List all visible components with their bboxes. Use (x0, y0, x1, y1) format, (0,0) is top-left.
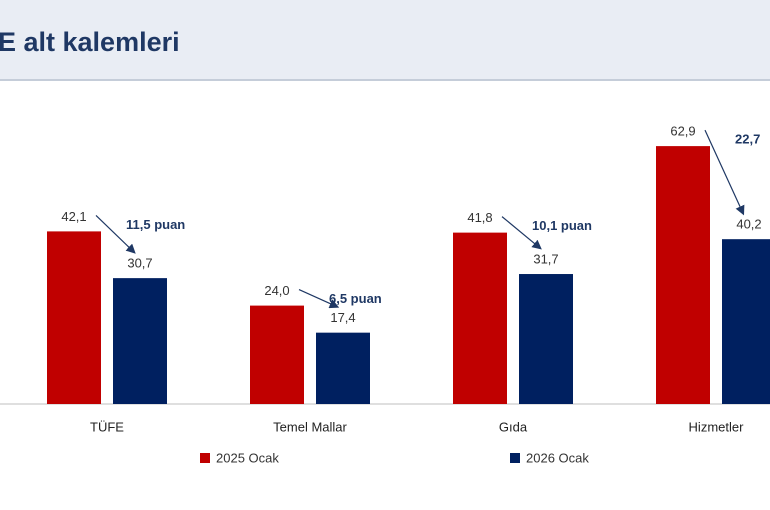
value-label: 30,7 (127, 256, 152, 271)
annotation: 10,1 puan (532, 218, 592, 233)
value-label: 24,0 (264, 283, 289, 298)
annotation: 6,5 puan (329, 291, 382, 306)
value-label: 62,9 (670, 124, 695, 139)
bar (113, 278, 167, 404)
annotation-arrow (704, 129, 745, 216)
bar (656, 146, 710, 405)
x-tick-label: Gıda (499, 419, 528, 434)
chart-title: E alt kalemleri (0, 27, 180, 57)
title-band (0, 0, 770, 80)
bar (250, 305, 304, 404)
annotation-arrow (95, 214, 136, 254)
x-tick-label: Temel Mallar (273, 419, 347, 434)
annotation: 22,7 (735, 132, 760, 147)
bar (316, 332, 370, 404)
value-label: 17,4 (330, 310, 355, 325)
annotation: 11,5 puan (126, 217, 185, 232)
annotation-arrow (298, 289, 340, 309)
value-label: 41,8 (467, 210, 492, 225)
bar (519, 274, 573, 404)
legend-swatch (200, 453, 210, 463)
bar (47, 231, 101, 404)
value-label: 40,2 (736, 217, 761, 232)
bar (722, 239, 770, 404)
legend-swatch (510, 453, 520, 463)
value-label: 31,7 (533, 251, 558, 266)
x-tick-label: TÜFE (90, 419, 124, 434)
value-label: 42,1 (61, 209, 86, 224)
bar (453, 232, 507, 404)
x-tick-label: Hizmetler (689, 419, 745, 434)
annotation-arrow (501, 216, 542, 250)
legend-label: 2025 Ocak (216, 450, 279, 465)
legend-label: 2026 Ocak (526, 450, 589, 465)
